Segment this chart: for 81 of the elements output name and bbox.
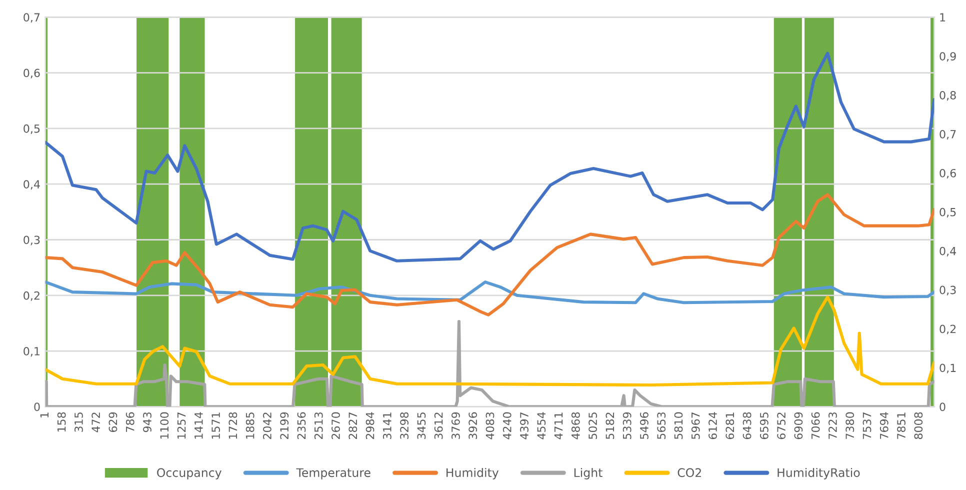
- x-tick-label: 4711: [554, 412, 563, 440]
- x-tick-label: 4240: [502, 412, 512, 440]
- x-tick-label: 6595: [760, 412, 768, 440]
- x-tick-label: 5025: [588, 412, 598, 439]
- x-tick-label: 5339: [622, 412, 632, 439]
- x-tick-label: 6438: [742, 412, 752, 440]
- legend-label: HumidityRatio: [778, 468, 860, 480]
- y2-tick-label: 0,3: [940, 286, 956, 296]
- y-tick-label: 0,4: [24, 180, 40, 190]
- x-tick-label: 2670: [332, 412, 340, 440]
- x-tick-label: 5967: [691, 412, 700, 439]
- x-tick-label: 2199: [280, 412, 289, 440]
- y2-tick-label: 0,1: [940, 364, 956, 374]
- x-tick-label: 3455: [417, 412, 426, 439]
- x-tick-label: 6909: [794, 412, 803, 440]
- x-tick-label: 5496: [640, 412, 648, 439]
- y2-tick-label: 0: [940, 402, 946, 412]
- y-tick-label: 0,2: [24, 291, 40, 301]
- x-tick-label: 5810: [674, 412, 683, 439]
- y2-tick-label: 0,5: [940, 208, 956, 218]
- x-tick-label: 1571: [212, 412, 220, 439]
- y2-tick-label: 1: [940, 13, 946, 22]
- x-tick-label: 1257: [177, 412, 186, 439]
- y-tick-label: 0,5: [24, 124, 40, 134]
- x-tick-label: 6281: [726, 412, 734, 440]
- x-tick-label: 7380: [846, 412, 854, 439]
- line-series: [45, 280, 934, 304]
- y-tick-label: 0,7: [24, 13, 40, 23]
- x-tick-label: 629: [108, 412, 118, 432]
- x-tick-label: 6752: [777, 412, 786, 440]
- x-tick-label: 1100: [160, 412, 169, 439]
- x-tick-label: 158: [57, 412, 66, 432]
- x-tick-label: 4868: [571, 412, 580, 440]
- x-tick-label: 4397: [520, 412, 528, 440]
- y2-tick-label: 0,7: [940, 130, 956, 140]
- line-series: [45, 52, 934, 262]
- legend-label: Humidity: [446, 468, 499, 480]
- x-tick-label: 3769: [452, 412, 460, 439]
- line-series: [45, 193, 934, 316]
- legend-label: Occupancy: [157, 468, 222, 480]
- x-tick-label: 786: [126, 412, 134, 432]
- y-tick-label: 0,3: [24, 236, 40, 246]
- x-tick-label: 7851: [897, 412, 906, 439]
- x-tick-label: 3926: [468, 412, 478, 439]
- y2-tick-label: 0,4: [940, 246, 956, 256]
- x-tick-label: 315: [74, 412, 83, 432]
- x-tick-label: 3612: [434, 412, 443, 439]
- x-tick-label: 7537: [862, 412, 872, 439]
- y-tick-label: 0: [34, 402, 40, 412]
- x-tick-label: 943: [143, 412, 152, 432]
- x-tick-label: 3298: [400, 412, 408, 439]
- x-tick-label: 4083: [486, 412, 494, 440]
- y2-tick-label: 0,9: [940, 52, 956, 62]
- x-tick-label: 1414: [194, 412, 203, 439]
- line-series: [45, 296, 934, 387]
- x-tick-label: 4554: [537, 412, 546, 440]
- y2-tick-label: 0,6: [940, 168, 956, 178]
- x-tick-label: 5653: [657, 412, 666, 439]
- x-tick-label: 2513: [314, 412, 323, 440]
- y2-tick-label: 0,2: [940, 324, 956, 334]
- y2-tick-label: 0,8: [940, 91, 956, 101]
- x-tick-label: 7223: [828, 412, 837, 439]
- x-tick-label: 2356: [297, 412, 306, 440]
- legend-label: Light: [574, 468, 602, 480]
- legend-label: CO2: [678, 468, 701, 478]
- x-tick-label: 7694: [880, 412, 888, 439]
- x-tick-label: 1: [40, 412, 48, 418]
- x-tick-label: 6124: [708, 412, 717, 440]
- x-tick-label: 7066: [811, 412, 820, 439]
- x-tick-label: 8008: [914, 412, 923, 440]
- x-tick-label: 3141: [382, 412, 392, 439]
- x-tick-label: 5182: [606, 412, 614, 439]
- x-tick-label: 2042: [263, 412, 272, 440]
- legend-label: Temperature: [296, 468, 370, 480]
- y-tick-label: 0,6: [24, 68, 40, 78]
- x-tick-label: 1728: [228, 412, 238, 439]
- x-tick-label: 1885: [246, 412, 254, 439]
- x-tick-label: 472: [92, 412, 100, 432]
- x-tick-label: 2984: [366, 412, 374, 440]
- x-tick-label: 2827: [348, 412, 358, 440]
- y-tick-label: 0,1: [24, 347, 40, 357]
